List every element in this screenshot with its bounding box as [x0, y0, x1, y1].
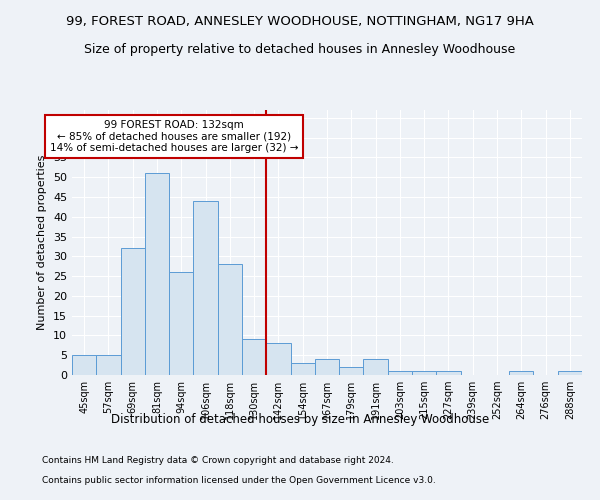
Bar [436, 371, 461, 375]
Bar [558, 371, 582, 375]
Text: 99, FOREST ROAD, ANNESLEY WOODHOUSE, NOTTINGHAM, NG17 9HA: 99, FOREST ROAD, ANNESLEY WOODHOUSE, NOT… [66, 15, 534, 28]
Bar [266, 344, 290, 375]
Text: Size of property relative to detached houses in Annesley Woodhouse: Size of property relative to detached ho… [85, 42, 515, 56]
Bar [72, 355, 96, 375]
Bar [145, 174, 169, 375]
Bar [412, 371, 436, 375]
Bar [242, 340, 266, 375]
Bar [121, 248, 145, 375]
Bar [339, 367, 364, 375]
Bar [315, 359, 339, 375]
Bar [193, 201, 218, 375]
Bar [388, 371, 412, 375]
Bar [218, 264, 242, 375]
Bar [96, 355, 121, 375]
Text: Distribution of detached houses by size in Annesley Woodhouse: Distribution of detached houses by size … [111, 412, 489, 426]
Bar [509, 371, 533, 375]
Bar [364, 359, 388, 375]
Text: Contains HM Land Registry data © Crown copyright and database right 2024.: Contains HM Land Registry data © Crown c… [42, 456, 394, 465]
Y-axis label: Number of detached properties: Number of detached properties [37, 155, 47, 330]
Bar [290, 363, 315, 375]
Text: Contains public sector information licensed under the Open Government Licence v3: Contains public sector information licen… [42, 476, 436, 485]
Bar [169, 272, 193, 375]
Text: 99 FOREST ROAD: 132sqm
← 85% of detached houses are smaller (192)
14% of semi-de: 99 FOREST ROAD: 132sqm ← 85% of detached… [50, 120, 298, 153]
